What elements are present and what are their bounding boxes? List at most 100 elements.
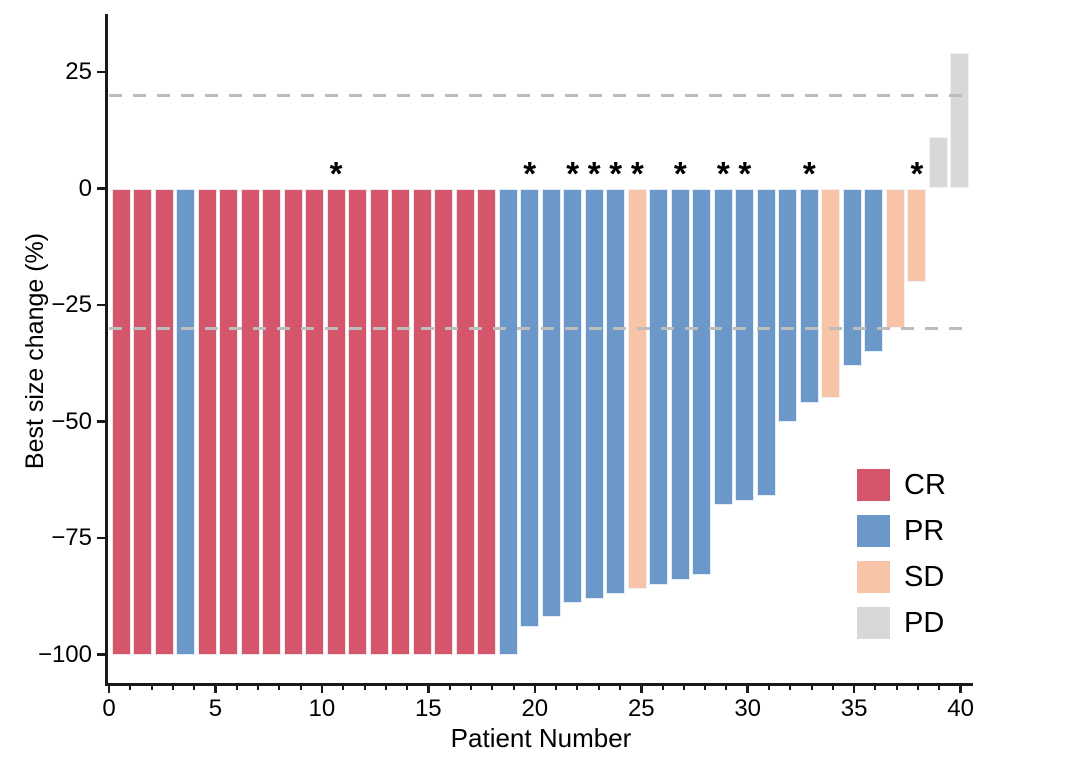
x-minor-tick-22 <box>576 684 579 690</box>
x-minor-tick-32 <box>789 684 792 690</box>
x-tick-label-5: 5 <box>208 695 223 722</box>
legend-item-pr: PR <box>857 515 946 547</box>
x-minor-tick-6 <box>235 684 238 690</box>
x-minor-tick-24 <box>619 684 621 690</box>
x-tick-15 <box>427 684 430 693</box>
x-tick-label-10: 10 <box>308 695 336 722</box>
x-axis-title: Patient Number <box>450 723 632 753</box>
x-minor-tick-39 <box>938 684 941 690</box>
bar-patient-21 <box>541 188 561 618</box>
x-tick-25 <box>640 684 643 693</box>
x-minor-tick-12 <box>363 684 366 690</box>
legend-swatch-pd <box>857 607 890 639</box>
y-tick-label--25: −25 <box>51 291 92 318</box>
y-tick-25 <box>97 70 106 74</box>
x-minor-tick-11 <box>342 684 345 690</box>
x-tick-35 <box>852 684 856 693</box>
significance-star-patient-25: * <box>630 155 644 192</box>
legend-label-cr: CR <box>904 469 946 501</box>
bar-patient-17 <box>455 188 475 655</box>
y-tick--100 <box>97 653 106 656</box>
y-tick-label--50: −50 <box>51 407 92 435</box>
bar-patient-5 <box>197 188 217 655</box>
bar-patient-22 <box>563 188 583 604</box>
x-minor-tick-23 <box>597 684 600 690</box>
x-minor-tick-27 <box>682 684 685 690</box>
x-minor-tick-9 <box>299 684 302 690</box>
bar-patient-13 <box>369 188 389 655</box>
significance-star-patient-29: * <box>716 155 730 192</box>
bar-patient-23 <box>584 188 604 599</box>
significance-star-patient-24: * <box>609 155 623 192</box>
bar-patient-38 <box>907 188 927 282</box>
x-minor-tick-7 <box>257 684 259 690</box>
x-axis-line <box>105 683 973 686</box>
bar-patient-30 <box>735 188 755 501</box>
legend-swatch-pr <box>857 515 890 547</box>
legend-item-sd: SD <box>857 561 946 593</box>
x-minor-tick-21 <box>555 684 558 690</box>
bar-patient-35 <box>842 188 862 366</box>
bar-patient-36 <box>864 188 884 352</box>
significance-star-patient-20: * <box>523 155 537 192</box>
significance-star-patient-27: * <box>673 155 687 192</box>
bar-patient-9 <box>283 188 303 655</box>
bar-patient-26 <box>649 188 669 585</box>
bar-patient-1 <box>111 188 131 655</box>
x-minor-tick-36 <box>874 684 877 690</box>
x-minor-tick-18 <box>491 684 494 690</box>
x-tick-label-0: 0 <box>102 695 116 722</box>
significance-star-patient-38: * <box>910 155 924 192</box>
x-minor-tick-1 <box>129 684 132 690</box>
bar-patient-39 <box>928 137 948 189</box>
x-tick-label-25: 25 <box>627 695 655 722</box>
x-minor-tick-19 <box>512 684 515 690</box>
bar-patient-12 <box>348 188 368 655</box>
bar-patient-24 <box>606 188 626 594</box>
x-minor-tick-13 <box>384 684 387 690</box>
y-tick-label-0: 0 <box>78 174 92 202</box>
bar-patient-8 <box>262 188 282 655</box>
y-axis-line <box>105 14 108 686</box>
x-minor-tick-16 <box>448 684 451 690</box>
bar-patient-14 <box>391 188 411 655</box>
bar-patient-18 <box>477 188 497 655</box>
y-tick-label--100: −100 <box>37 640 92 668</box>
x-minor-tick-14 <box>406 684 409 690</box>
y-tick--25 <box>97 303 106 307</box>
x-minor-tick-8 <box>278 684 281 690</box>
x-tick-label-35: 35 <box>840 695 868 722</box>
bar-patient-32 <box>778 188 798 422</box>
x-minor-tick-26 <box>661 684 664 690</box>
bar-patient-19 <box>498 188 518 655</box>
legend-swatch-sd <box>857 561 890 593</box>
y-tick-label--75: −75 <box>51 524 92 551</box>
y-tick--75 <box>97 536 106 540</box>
bar-patient-29 <box>713 188 733 506</box>
x-tick-label-30: 30 <box>734 695 762 722</box>
bar-patient-28 <box>692 188 712 576</box>
y-tick--50 <box>97 420 106 423</box>
bar-patient-16 <box>434 188 454 655</box>
x-tick-0 <box>107 684 111 693</box>
x-minor-tick-4 <box>193 684 196 690</box>
legend-label-sd: SD <box>904 561 945 593</box>
x-minor-tick-3 <box>171 684 174 690</box>
bar-patient-11 <box>326 188 346 655</box>
reference-line-20 <box>109 93 972 97</box>
x-minor-tick-34 <box>831 684 834 690</box>
legend-label-pr: PR <box>904 515 945 547</box>
bar-patient-2 <box>133 188 152 655</box>
x-tick-30 <box>746 684 749 693</box>
x-tick-label-40: 40 <box>947 695 974 722</box>
bar-patient-34 <box>821 188 841 399</box>
x-minor-tick-37 <box>895 684 898 690</box>
significance-star-patient-23: * <box>587 155 601 192</box>
x-minor-tick-2 <box>150 684 153 690</box>
legend-item-cr: CR <box>857 469 946 501</box>
bar-patient-10 <box>305 188 325 655</box>
significance-star-patient-33: * <box>802 155 816 192</box>
bar-patient-7 <box>240 188 260 655</box>
legend-label-pd: PD <box>904 607 945 639</box>
